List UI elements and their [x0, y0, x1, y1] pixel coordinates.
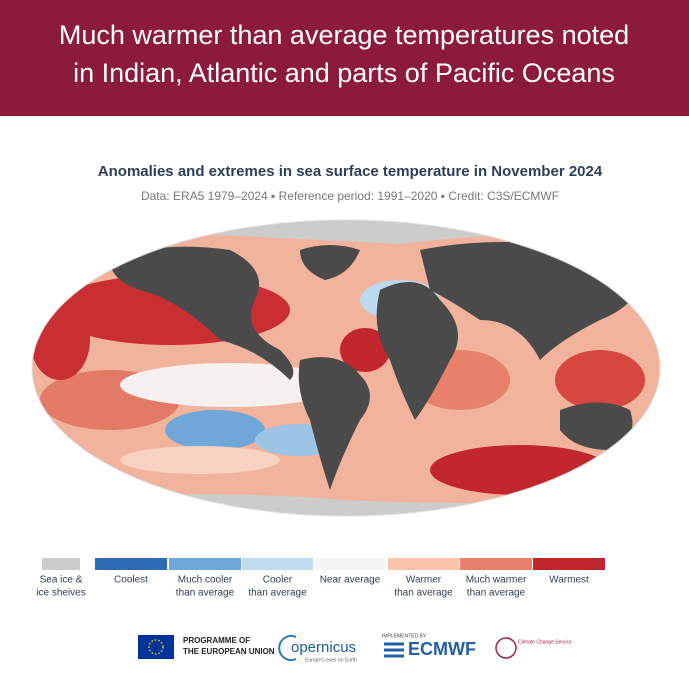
legend-swatch: [95, 558, 167, 570]
eu-text: PROGRAMME OF: [183, 636, 250, 645]
legend: Sea ice & ice sheives Coolest Much cooler th…: [36, 558, 605, 599]
legend-swatch: [460, 558, 532, 570]
legend-label: than average: [394, 588, 453, 599]
ecmwf-icon: [384, 642, 404, 658]
copernicus-c: [278, 635, 297, 661]
map-title: Anomalies and extremes in sea surface te…: [98, 163, 603, 180]
legend-swatch: [169, 558, 241, 570]
footer: PROGRAMME OF THE EUROPEAN UNION opernicu…: [138, 633, 572, 663]
map-subtitle: Data: ERA5 1979–2024 ▪ Reference period:…: [141, 189, 559, 203]
legend-label: Coolest: [114, 575, 148, 586]
map: [32, 220, 660, 516]
legend-swatch: [242, 558, 313, 570]
copernicus-tagline: Europe's eyes on Earth: [305, 657, 357, 663]
legend-label: Warmer: [406, 575, 442, 586]
legend-swatch: [388, 558, 459, 570]
legend-swatch: [314, 558, 386, 570]
copernicus-logo: opernicus: [291, 639, 356, 656]
legend-label: than average: [248, 588, 307, 599]
map-outline: [31, 219, 661, 517]
legend-label: Much cooler: [178, 575, 233, 586]
header-banner: [0, 0, 689, 116]
eu-stars: [148, 639, 164, 655]
legend-label: Warmest: [549, 575, 589, 586]
legend-label: Near average: [320, 575, 381, 586]
c3s-text: Climate Change Service: [518, 639, 572, 645]
eu-text: THE EUROPEAN UNION: [183, 647, 275, 656]
header-title: Much warmer than average temperatures no…: [59, 20, 629, 50]
implemented-by: IMPLEMENTED BY: [382, 633, 427, 639]
legend-swatch: [42, 558, 80, 570]
legend-label: ice sheives: [36, 588, 85, 599]
c3s-icon: [495, 637, 517, 659]
legend-label: than average: [176, 588, 235, 599]
legend-label: than average: [467, 588, 526, 599]
eu-flag: [138, 635, 174, 659]
ecmwf-logo: ECMWF: [408, 639, 476, 659]
legend-label: Cooler: [263, 575, 293, 586]
header-title: in Indian, Atlantic and parts of Pacific…: [73, 58, 615, 88]
legend-swatch: [533, 558, 605, 570]
legend-label: Much warmer: [466, 575, 527, 586]
legend-label: Sea ice &: [40, 575, 83, 586]
